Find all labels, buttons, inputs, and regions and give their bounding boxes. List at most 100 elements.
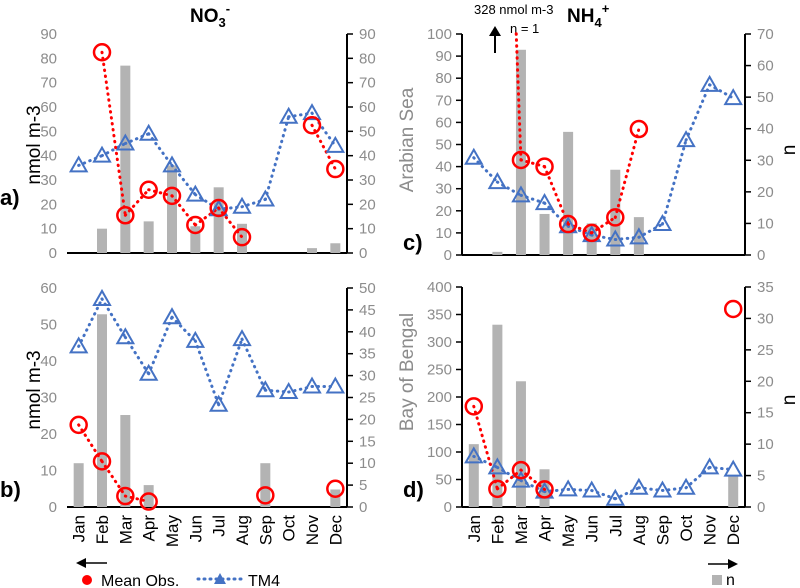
- y-tick-label: 90: [435, 48, 452, 65]
- bar-n-May: [167, 165, 177, 253]
- y-tick-label: 0: [444, 247, 452, 264]
- obs-point-Feb: [488, 479, 507, 499]
- x-tick-label: May: [163, 515, 182, 548]
- y-tick-label: 90: [40, 26, 57, 43]
- tm4-point-Feb: [487, 172, 508, 190]
- obs-point-Apr: [535, 480, 554, 499]
- tm4-line-segment: [472, 156, 499, 184]
- y-tick-label: 40: [40, 353, 57, 370]
- tm4-point-Jun: [185, 330, 206, 348]
- tm4-line-segment: [147, 315, 174, 376]
- y2-tick-label: 60: [757, 58, 774, 75]
- y2-tick-label: 40: [359, 324, 376, 341]
- y2-tick-label: 25: [757, 342, 774, 359]
- y-tick-label: 70: [40, 75, 57, 92]
- tm4-line-segment: [543, 201, 570, 228]
- tm4-point-Apr: [138, 363, 159, 381]
- tm4-point-Sep: [255, 189, 276, 207]
- y-tick-label: 50: [435, 137, 452, 154]
- tm4-point-Dec: [325, 135, 346, 153]
- offscale-annotation: 328 nmol m-3: [474, 2, 553, 17]
- y-tick-label: 40: [435, 159, 452, 176]
- y-tick-label: 60: [40, 99, 57, 116]
- y2-tick-label: 0: [359, 245, 367, 262]
- tm4-point-Jan: [464, 147, 484, 165]
- y-title-bay-of-bengal: Bay of Bengal: [397, 313, 418, 431]
- y-tick-label: 300: [427, 334, 452, 351]
- obs-line-segment: [123, 188, 151, 217]
- x-tick-label: Apr: [140, 515, 159, 542]
- obs-line-segment: [519, 468, 547, 491]
- y-tick-label: 350: [427, 307, 452, 324]
- obs-line-segment: [495, 468, 523, 491]
- bar-n-Sep: [260, 463, 271, 507]
- obs-point-Jan: [69, 415, 88, 435]
- tm4-line-segment: [684, 465, 712, 490]
- obs-line-segment: [590, 215, 617, 235]
- tm4-line-segment: [123, 132, 151, 145]
- y-tick-label: 30: [40, 172, 57, 189]
- tm4-point-Dec: [723, 459, 743, 477]
- y2-tick-label: 60: [359, 99, 376, 116]
- tm4-point-Aug: [232, 329, 252, 347]
- tm4-line-segment: [590, 489, 617, 501]
- bar-n-Feb: [97, 228, 107, 253]
- bar-n-Jan: [468, 444, 479, 507]
- obs-point-Jun: [582, 223, 601, 243]
- y2-tick-label: 25: [359, 390, 376, 407]
- x-tick-label: Sep: [653, 515, 672, 545]
- y-tick-label: 0: [49, 499, 57, 516]
- panel-c: c) 0 10 20 30 40 50 60 70 80 90 100 0 10 20 30 40 50 60 70: [403, 26, 774, 264]
- bar-n-Feb: [492, 251, 503, 255]
- tm4-line-segment: [519, 479, 547, 494]
- tm4-line-segment: [193, 339, 221, 407]
- x-tick-label: Jul: [210, 515, 229, 537]
- tm4-point-Mar: [511, 470, 531, 488]
- x-tick-label: Mar: [512, 515, 531, 545]
- y-tick-label: 80: [40, 50, 57, 67]
- y-tick-label: 60: [40, 280, 57, 297]
- tm4-line-segment: [613, 486, 641, 501]
- legend-n-marker: [712, 575, 722, 585]
- panel-d: d) 0 50 100 150 200 250 300 350 400 0 5 10 15 20 25 30 35…: [403, 279, 774, 547]
- legend-tm4-marker: [214, 573, 226, 584]
- y-tick-label: 10: [40, 221, 57, 238]
- y2-tick-label: 45: [359, 302, 376, 319]
- y-tick-label: 20: [40, 426, 57, 443]
- legend-obs-label: Mean Obs.: [101, 573, 179, 588]
- y-title-b: nmol m-3: [24, 350, 45, 429]
- obs-line-segment: [519, 158, 547, 169]
- tm4-point-Oct: [278, 382, 299, 400]
- y-tick-label: 100: [427, 26, 452, 43]
- y2-tick-label: 5: [757, 468, 765, 485]
- obs-line-segment: [147, 188, 174, 198]
- bar-n-Jul: [213, 187, 224, 253]
- obs-point-Jun: [186, 215, 205, 235]
- y-tick-label: 50: [435, 472, 452, 489]
- bar-n-Apr: [539, 213, 550, 255]
- right-arrow: [708, 559, 738, 569]
- bar-n-Feb: [97, 314, 107, 507]
- y2-tick-label: 20: [359, 196, 376, 213]
- obs-point-Mar: [116, 206, 135, 225]
- tm4-point-Nov: [302, 103, 322, 121]
- y2-tick-label: 15: [757, 405, 774, 422]
- obs-line-segment: [217, 206, 244, 239]
- x-tick-label: Jan: [465, 515, 484, 542]
- x-tick-label: Feb: [93, 515, 112, 544]
- obs-point-Apr: [535, 157, 554, 176]
- x-tick-label: Apr: [536, 515, 555, 542]
- obs-point-Dec: [326, 479, 345, 498]
- y-tick-label: 0: [444, 499, 452, 516]
- y2-tick-label: 0: [757, 247, 765, 264]
- bar-n-Mar: [120, 415, 131, 507]
- obs-point-Jan: [464, 397, 484, 416]
- bar-n-Jan: [73, 463, 84, 507]
- x-tick-label: Dec: [724, 515, 743, 546]
- tm4-point-Jul: [605, 229, 626, 247]
- y-title-a: nmol m-3: [24, 105, 45, 184]
- bar-n-Aug: [237, 223, 247, 253]
- y-tick-label: 100: [427, 444, 452, 461]
- obs-line-segment: [543, 165, 570, 226]
- y2-tick-label: 50: [757, 89, 774, 106]
